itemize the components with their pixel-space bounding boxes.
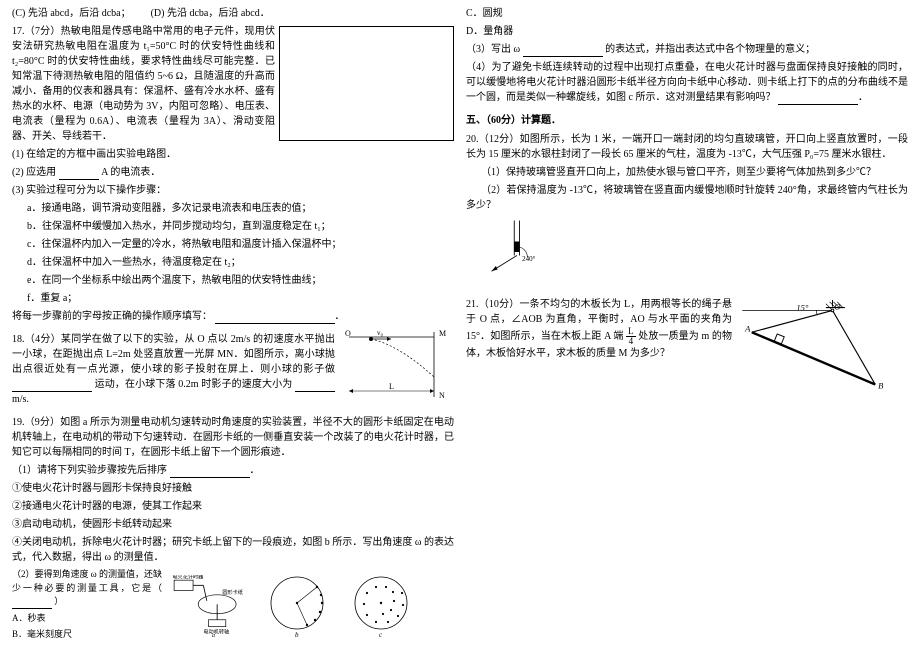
blank-ammeter <box>59 170 99 180</box>
lbl-c: c <box>379 631 383 639</box>
lbl-N: N <box>439 391 445 400</box>
q19-s4: ④关闭电动机，拆除电火花计时器；研究卡纸上留下的一段痕迹，如图 b 所示．写出角… <box>12 535 454 565</box>
q19-circles: b c <box>262 573 416 639</box>
lbl-O: O <box>345 329 351 338</box>
q17-step3: (3) 实验过程可分为以下操作步骤： <box>12 183 454 198</box>
q19-4: （4）为了避免卡纸连续转动的过程中出现打点重叠，在电火花计时器与盘面保持良好接触… <box>466 60 908 105</box>
q17-b: b．往保温杯中缓慢加入热水，并同步搅动均匀，直到温度稳定在 t₁； <box>12 219 454 234</box>
q17-seq-label: 将每一步骤前的字母按正确的操作顺序填写： <box>12 311 212 322</box>
option-row: (C) 先沿 abcd，后沿 dcba； (D) 先沿 dcba，后沿 abcd… <box>12 6 454 21</box>
q18-figure: O M N v₀ L <box>339 327 454 402</box>
opt-A: A．秒表 <box>12 612 162 626</box>
blank-effect <box>778 95 858 105</box>
blank-tool <box>12 599 52 609</box>
q19-3: （3）写出 ω 的表达式，并指出表达式中各个物理量的意义； <box>466 42 908 57</box>
circle-c: c <box>346 573 416 639</box>
q19-s2: ②接通电火花计时器的电源，使其工作起来 <box>12 499 454 514</box>
lbl-spark: 电火花计时器 <box>172 575 203 580</box>
blank-sequence <box>215 314 335 324</box>
right-column: C．圆规 D．量角器 （3）写出 ω 的表达式，并指出表达式中各个物理量的意义；… <box>460 6 914 631</box>
q20: 20.（12分）如图所示，长为 1 米，一端开口一端封闭的均匀直玻璃管，开口向上… <box>466 132 908 162</box>
blank-motion <box>12 382 92 392</box>
q19-3b: 的表达式，并指出表达式中各个物理量的意义； <box>605 44 815 55</box>
q18-a: 18.（4分）某同学在做了以下的实验，从 O 点以 2m/s 的初速度水平抛出一… <box>12 334 335 375</box>
q17-sequence: 将每一步骤前的字母按正确的操作顺序填写： ． <box>12 309 454 324</box>
section-5-title: 五、（60分）计算题． <box>466 113 908 128</box>
q19-s3: ③启动电动机，使圆形卡纸转动起来 <box>12 517 454 532</box>
lbl-L: L <box>389 382 394 391</box>
q17-2b: A 的电流表． <box>101 167 160 178</box>
q19-3a: （3）写出 ω <box>466 44 520 55</box>
q17-f: f．重复 a； <box>12 291 454 306</box>
q20-2: （2）若保持温度为 -13℃，将玻璃管在竖直面内缓慢地顺时针旋转 240°角，求… <box>466 183 908 213</box>
opt-d: (D) 先沿 dcba，后沿 abcd． <box>151 8 270 19</box>
q17-a: a．接通电路，调节滑动变阻器，多次记录电流表和电压表的值； <box>12 201 454 216</box>
q19-left-text: （2）要得到角速度 ω 的测量值，还缺少一种必要的测量工具，它是（ ） A．秒表… <box>12 568 162 645</box>
q19-2a: （2）要得到角速度 ω 的测量值，还缺少一种必要的测量工具，它是（ <box>12 569 162 593</box>
q19: 19.（9分）如图 a 所示为测量电动机匀速转动时角速度的实验装置，半径不大的圆… <box>12 415 454 460</box>
q19-2: （2）要得到角速度 ω 的测量值，还缺少一种必要的测量工具，它是（ ） <box>12 568 162 609</box>
q20-1: （1）保持玻璃管竖直开口向上，加热使水银与管口平齐，则至少要将气体加热到多少℃？ <box>466 165 908 180</box>
q17-drawing-box <box>279 26 454 141</box>
q17-step2: (2) 应选用 A 的电流表． <box>12 165 454 180</box>
lbl-axis: 电动机转轴 <box>203 628 229 636</box>
blank-omega <box>523 47 603 57</box>
q20-figure: 240° <box>476 217 556 287</box>
q19-1: （1）请将下列实验步骤按先后排序 <box>12 465 167 476</box>
lbl-ang: 15° <box>796 302 809 312</box>
q17-d: d．往保温杯中加入一些热水，待温度稳定在 t₂； <box>12 255 454 270</box>
q17-e: e．在同一个坐标系中绘出两个温度下，热敏电阻的伏安特性曲线； <box>12 273 454 288</box>
q19-machine-figure: 电火花计时器 圆形卡纸 电动机转轴 a <box>162 575 262 637</box>
lbl-card: 圆形卡纸 <box>222 588 243 596</box>
q19-2b: ） <box>54 596 63 606</box>
lbl-b: b <box>295 631 299 639</box>
q19-figure-row: （2）要得到角速度 ω 的测量值，还缺少一种必要的测量工具，它是（ ） A．秒表… <box>12 568 454 645</box>
lbl-A: A <box>744 323 751 333</box>
q19-step1row: （1）请将下列实验步骤按先后排序 ． <box>12 463 454 478</box>
q17-step1: (1) 在给定的方框中画出实验电路图． <box>12 147 454 162</box>
q21-figure: 15° O A B <box>738 299 908 394</box>
q18-c: m/s. <box>12 394 29 405</box>
circle-b: b <box>262 573 332 639</box>
lbl-Oq21: O <box>834 301 840 311</box>
q17-c: c．往保温杯内加入一定量的冷水，将热敏电阻和温度计插入保温杯中； <box>12 237 454 252</box>
q17-2a: (2) 应选用 <box>12 167 56 178</box>
lbl-M: M <box>439 329 446 338</box>
opt-B: B．毫米刻度尺 <box>12 628 162 642</box>
opt-c: (C) 先沿 abcd，后沿 dcba； <box>12 8 131 19</box>
opt-D-right: D．量角器 <box>466 24 908 39</box>
lbl-B: B <box>878 380 884 390</box>
q18-b: 运动，在小球下落 0.2m 时影子的速度大小为 <box>95 379 293 390</box>
blank-speed <box>295 382 335 392</box>
q19-s1: ①使电火花计时器与圆形卡保持良好接触 <box>12 481 454 496</box>
blank-order <box>170 468 250 478</box>
left-column: (C) 先沿 abcd，后沿 dcba； (D) 先沿 dcba，后沿 abcd… <box>6 6 460 631</box>
lbl-v0: v₀ <box>377 329 384 337</box>
opt-C-right: C．圆规 <box>466 6 908 21</box>
angle-240: 240° <box>522 255 536 263</box>
